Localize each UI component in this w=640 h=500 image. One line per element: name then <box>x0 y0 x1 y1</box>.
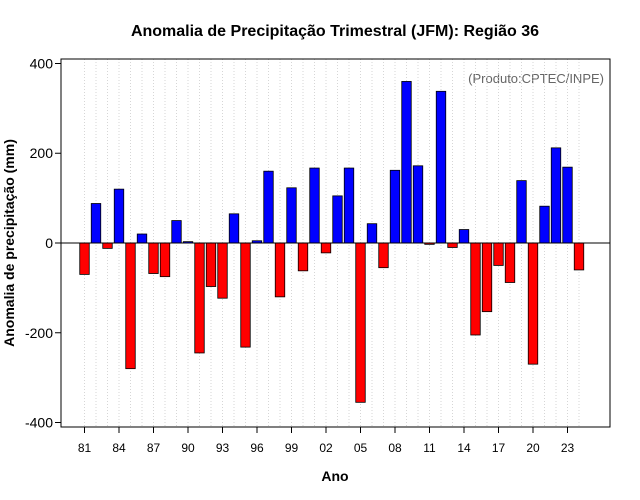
bar-series <box>79 81 585 403</box>
bar-2017 <box>493 242 504 266</box>
bar-2024 <box>573 242 585 271</box>
x-tick-label: 90 <box>181 441 195 455</box>
x-tick-label: 17 <box>492 441 506 455</box>
bar-2001 <box>309 167 320 244</box>
bar-1997 <box>263 170 274 244</box>
bar-1992 <box>205 242 217 287</box>
bar-1999 <box>286 187 297 244</box>
bar-2005 <box>355 242 366 403</box>
bar-2002 <box>320 242 332 254</box>
bar-2004 <box>343 167 355 244</box>
y-tick-label: -400 <box>25 415 53 431</box>
x-tick-label: 84 <box>112 441 126 455</box>
bar-1981 <box>79 242 90 275</box>
bar-1986 <box>136 233 148 244</box>
x-tick-label: 02 <box>319 441 333 455</box>
bar-1985 <box>125 242 136 370</box>
bar-2007 <box>378 242 389 269</box>
bar-2010 <box>412 165 424 244</box>
bar-1995 <box>240 242 251 348</box>
x-tick-label: 14 <box>457 441 471 455</box>
x-tick-label: 20 <box>526 441 540 455</box>
y-tick-label: 0 <box>45 235 53 251</box>
bar-2021 <box>539 205 550 244</box>
bar-2009 <box>401 81 412 244</box>
x-tick-label: 08 <box>388 441 402 455</box>
bar-2008 <box>389 169 401 244</box>
y-tick-label: 200 <box>30 145 54 161</box>
x-tick-label: 05 <box>354 441 368 455</box>
bar-2014 <box>458 229 470 244</box>
axes: -400 -200 0 200 400 81 84 87 90 93 96 99 02 05 08 11 14 1… <box>25 55 611 455</box>
bar-2003 <box>332 195 343 244</box>
x-tick-label: 23 <box>561 441 575 455</box>
bar-1998 <box>274 242 286 298</box>
bar-2006 <box>366 223 378 244</box>
bar-1993 <box>217 242 228 299</box>
y-axis-label: Anomalia de precipitação (mm) <box>1 139 17 347</box>
bar-2016 <box>481 242 493 313</box>
bar-2020 <box>527 242 539 365</box>
bar-2015 <box>470 242 481 336</box>
x-tick-label: 93 <box>216 441 230 455</box>
bar-2013 <box>447 242 458 248</box>
chart-title: Anomalia de Precipitação Trimestral (JFM… <box>131 23 539 40</box>
bar-2018 <box>504 242 516 283</box>
x-tick-label: 99 <box>285 441 299 455</box>
bar-1984 <box>113 188 125 244</box>
bar-2019 <box>516 180 527 244</box>
bar-2023 <box>562 166 573 244</box>
product-annotation: (Produto:CPTEC/INPE) <box>468 71 604 86</box>
bar-1991 <box>194 242 205 354</box>
bar-2000 <box>297 242 309 272</box>
x-axis-label: Ano <box>321 468 348 484</box>
bar-1983 <box>102 242 113 249</box>
bar-2012 <box>435 90 447 244</box>
bar-1982 <box>90 203 102 244</box>
y-tick-label: 400 <box>30 55 54 71</box>
x-tick-label: 87 <box>147 441 161 455</box>
x-tick-label: 81 <box>78 441 92 455</box>
bar-1987 <box>148 242 159 274</box>
bar-2022 <box>550 147 562 244</box>
bar-1988 <box>159 242 171 278</box>
x-tick-label: 96 <box>250 441 264 455</box>
y-tick-label: -200 <box>25 325 53 341</box>
bar-1994 <box>228 213 240 244</box>
x-tick-label: 11 <box>423 441 436 455</box>
bar-1989 <box>171 220 182 244</box>
